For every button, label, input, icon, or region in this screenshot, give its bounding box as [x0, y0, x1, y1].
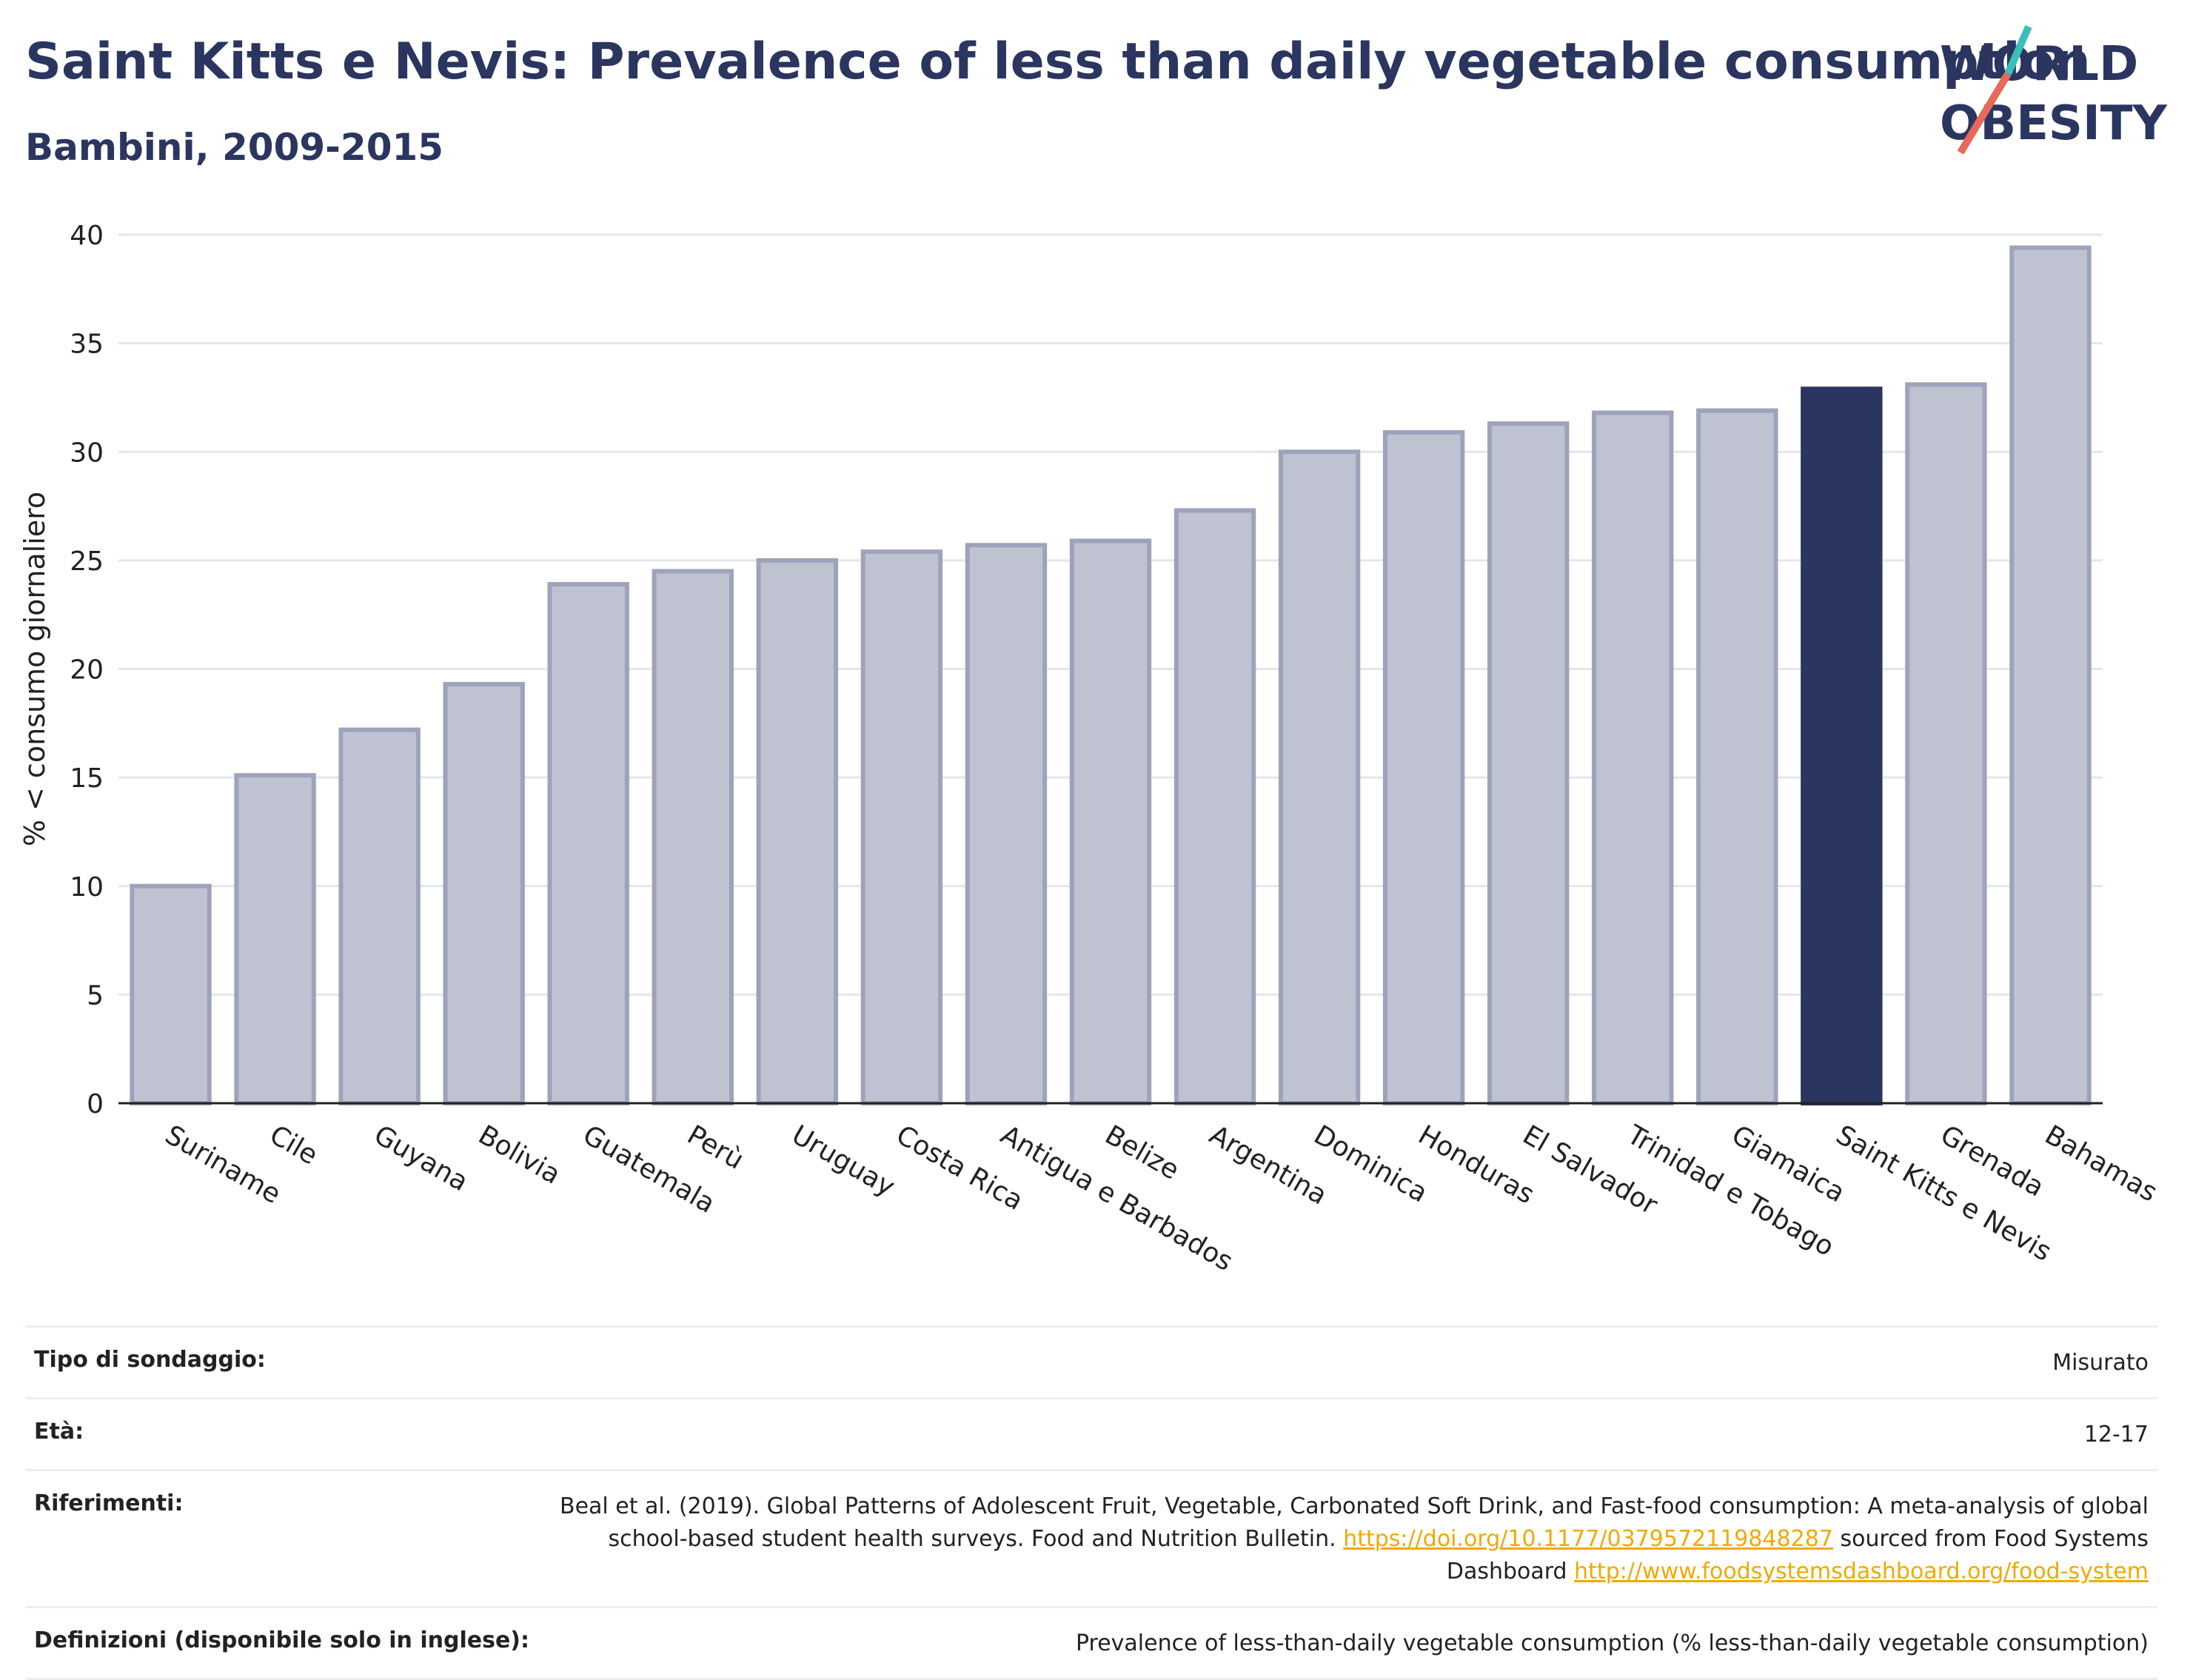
bar	[860, 549, 943, 1105]
bar	[652, 569, 734, 1106]
bar	[2009, 245, 2092, 1106]
y-tick-label: 15	[70, 763, 104, 794]
meta-row-definitions: Definizioni (disponibile solo in inglese…	[25, 1606, 2157, 1680]
x-tick-label: Argentina	[1205, 1120, 1333, 1211]
x-tick-label: Perù	[682, 1120, 749, 1176]
age-label: Età:	[34, 1419, 84, 1445]
x-tick-label: Bolivia	[473, 1120, 566, 1191]
x-tick-label: Uruguay	[786, 1120, 900, 1202]
bar-highlighted	[1801, 386, 1883, 1105]
definitions-value: Prevalence of less-than-daily vegetable …	[1075, 1630, 2149, 1656]
bar	[1382, 429, 1465, 1106]
definitions-label: Definizioni (disponibile solo in inglese…	[34, 1627, 529, 1653]
bars	[130, 245, 2092, 1106]
bar	[443, 682, 525, 1105]
metadata-table: Tipo di sondaggio: Misurato Età: 12-17 R…	[25, 1325, 2157, 1680]
y-tick-label: 30	[70, 438, 104, 468]
meta-row-age: Età: 12-17	[25, 1397, 2157, 1469]
logo-slash-bottom	[1957, 72, 2012, 155]
world-obesity-logo: WORLD OBESITY	[1940, 24, 2167, 155]
y-tick-label: 25	[70, 546, 104, 577]
bar	[338, 727, 421, 1105]
bar	[234, 773, 316, 1105]
food-systems-link[interactable]: http://www.foodsystemsdashboard.org/food…	[1574, 1559, 2149, 1584]
y-tick-label: 35	[70, 329, 104, 360]
bar	[1278, 449, 1361, 1105]
age-value: 12-17	[2083, 1422, 2149, 1448]
bar	[1905, 382, 1987, 1105]
bar	[1173, 508, 1256, 1105]
y-tick-label: 20	[70, 655, 104, 686]
chart-title: Saint Kitts e Nevis: Prevalence of less …	[25, 33, 2091, 91]
x-tick-label: Dominica	[1309, 1120, 1433, 1208]
bar	[965, 543, 1048, 1106]
chart-subtitle: Bambini, 2009-2015	[25, 126, 444, 169]
survey-type-value: Misurato	[2052, 1350, 2149, 1376]
references-text-part2: sourced from Food Systems Dashboard	[1446, 1526, 2149, 1584]
doi-link[interactable]: https://doi.org/10.1177/0379572119848287	[1343, 1526, 1833, 1552]
references-text-part1: Beal et al. (2019). Global Patterns of A…	[559, 1493, 2149, 1552]
x-tick-label: Cile	[264, 1120, 323, 1171]
bar	[547, 582, 629, 1105]
survey-type-label: Tipo di sondaggio:	[34, 1347, 266, 1373]
bar	[756, 558, 839, 1105]
y-tick-label: 10	[70, 872, 104, 903]
x-tick-label: Belize	[1100, 1120, 1185, 1185]
bar	[1592, 410, 1674, 1105]
logo-slash-top	[2004, 24, 2032, 76]
bar	[1069, 538, 1152, 1106]
y-axis-label: % < consumo giornaliero	[19, 492, 51, 846]
bar	[1696, 408, 1778, 1106]
references-label: Riferimenti:	[34, 1490, 184, 1516]
x-tick-label: Suriname	[160, 1120, 286, 1210]
bar	[130, 883, 212, 1105]
y-tick-label: 0	[87, 1089, 104, 1120]
x-tick-label: Honduras	[1413, 1120, 1539, 1210]
references-value: Beal et al. (2019). Global Patterns of A…	[557, 1490, 2149, 1588]
y-tick-labels: 0 5 10 15 20 25 30 35 40	[70, 221, 104, 1120]
bar	[1487, 421, 1570, 1105]
meta-row-references: Riferimenti: Beal et al. (2019). Global …	[25, 1469, 2157, 1606]
logo-line1: WORLD	[1940, 37, 2138, 92]
meta-row-survey-type: Tipo di sondaggio: Misurato	[25, 1325, 2157, 1397]
y-tick-label: 40	[70, 221, 104, 251]
x-tick-label: Bahamas	[2040, 1120, 2163, 1208]
x-tick-label: Guyana	[369, 1120, 473, 1197]
y-tick-label: 5	[87, 980, 104, 1011]
